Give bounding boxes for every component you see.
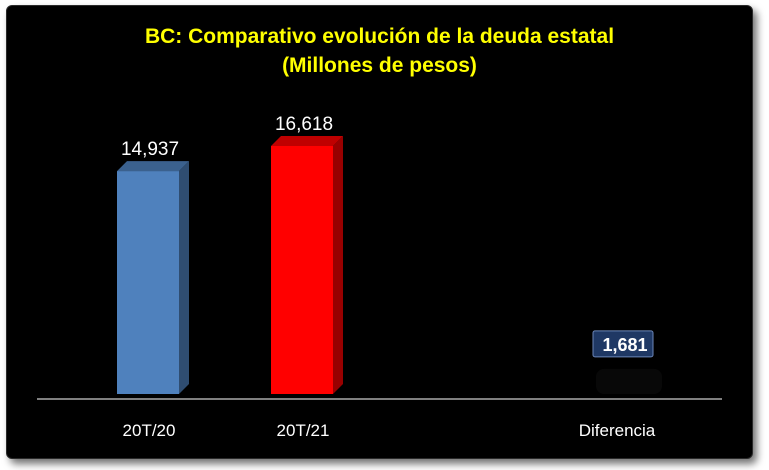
- bar-top-0: [117, 161, 189, 172]
- bar-0: [117, 171, 179, 394]
- bar-top-1: [271, 136, 343, 146]
- chart-title: BC: Comparativo evolución de la deuda es…: [144, 25, 615, 48]
- bar-side-0: [179, 161, 189, 394]
- chart-subtitle: (Millones de pesos): [282, 54, 477, 77]
- data-label-1: 16,618: [275, 114, 333, 135]
- bar-chart-plot: 14,937 20T/20 16,618 20T/21 1,681 Diferencia: [37, 114, 722, 440]
- bar-side-1: [333, 136, 343, 394]
- category-label-2: Diferencia: [579, 421, 656, 440]
- bar-2: [596, 368, 662, 394]
- category-label-1: 20T/21: [277, 421, 330, 440]
- bar-1: [271, 146, 333, 394]
- category-label-0: 20T/20: [123, 421, 176, 440]
- data-label-0: 14,937: [121, 139, 179, 160]
- data-label-box-2: [592, 330, 654, 358]
- data-label-2: 1,681: [602, 335, 647, 355]
- chart-frame: BC: Comparativo evolución de la deuda es…: [6, 5, 753, 459]
